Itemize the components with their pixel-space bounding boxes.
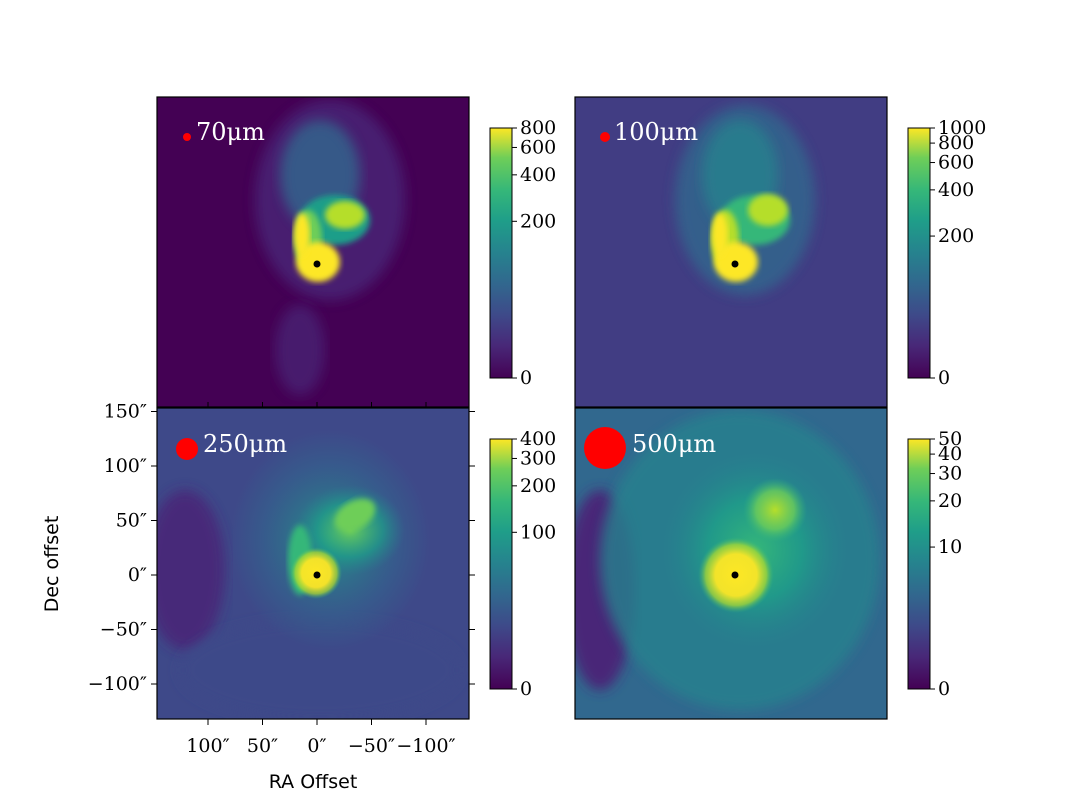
colorbar-250um: [489, 438, 513, 690]
y-tick-label: 0″: [128, 564, 147, 586]
colorbar-tick-label: 20: [938, 490, 962, 512]
colorbar-tick-label: 200: [520, 475, 556, 497]
x-tick-label: −50″: [348, 735, 395, 757]
colorbar-tick-label: 100: [520, 521, 556, 543]
colorbar-tick-label: 600: [520, 136, 556, 158]
colorbar-tick-label: 0: [938, 367, 950, 389]
y-tick-label: −50″: [100, 619, 147, 641]
y-tick-label: 150″: [104, 401, 147, 423]
beam-marker-500um: [584, 427, 626, 469]
x-tick-label: 0″: [307, 735, 326, 757]
axes-frame-250um: [156, 407, 470, 720]
colorbar-tick-label: 200: [520, 210, 556, 232]
source-marker-100um: [731, 260, 739, 268]
panel-label-250um: 250μm: [203, 430, 287, 458]
colorbar-tick-label: 400: [520, 428, 556, 450]
source-marker-70um: [313, 260, 321, 268]
y-axis-title: Dec offset: [41, 516, 63, 613]
beam-marker-70um: [183, 133, 191, 141]
panel-label-100um: 100μm: [614, 118, 698, 146]
x-axis-title: RA Offset: [269, 771, 358, 793]
colorbar-tick-label: 800: [520, 117, 556, 139]
y-tick-label: 50″: [116, 510, 147, 532]
colorbar-tick-label: 30: [938, 463, 962, 485]
colorbar-100um: [907, 127, 931, 379]
colorbar-tick-label: 1000: [938, 117, 986, 139]
colorbar-tick-label: 50: [938, 428, 962, 450]
axes-frame-500um: [574, 407, 888, 720]
beam-marker-100um: [600, 132, 610, 142]
colorbar-tick-label: 0: [938, 678, 950, 700]
y-axis-250um: 150″ 100″ 50″ 0″ −50″ −100″: [88, 401, 475, 695]
colorbar-tick-label: 200: [938, 225, 974, 247]
colorbar-tick-label: 40: [938, 443, 962, 465]
colorbar-500um: [907, 438, 931, 690]
y-tick-label: −100″: [88, 673, 147, 695]
colorbar-tick-label: 600: [938, 152, 974, 174]
colorbar-tick-label: 10: [938, 536, 962, 558]
x-tick-label: 100″: [186, 735, 229, 757]
colorbar-tick-label: 400: [520, 164, 556, 186]
heatmap-70um: [157, 97, 469, 407]
source-marker-250um: [313, 571, 321, 579]
colorbar-tick-label: 0: [520, 678, 532, 700]
colorbar-tick-label: 400: [938, 179, 974, 201]
heatmap-500um: [575, 408, 887, 719]
panel-label-500um: 500μm: [632, 430, 716, 458]
source-marker-500um: [731, 571, 739, 579]
heatmap-250um: [157, 408, 469, 719]
x-axis-250um: 100″ 50″ 0″ −50″ −100″: [186, 402, 456, 757]
panel-label-70um: 70μm: [196, 118, 265, 146]
beam-marker-250um: [176, 438, 198, 460]
colorbar-tick-label: 800: [938, 132, 974, 154]
x-tick-label: 50″: [247, 735, 278, 757]
y-tick-label: 100″: [104, 455, 147, 477]
x-tick-label: −100″: [396, 735, 455, 757]
axes-frame-100um: [574, 96, 888, 408]
colorbar-70um: [489, 127, 513, 379]
colorbar-tick-label: 300: [520, 447, 556, 469]
colorbar-tick-label: 0: [520, 367, 532, 389]
axes-frame-70um: [156, 96, 470, 408]
